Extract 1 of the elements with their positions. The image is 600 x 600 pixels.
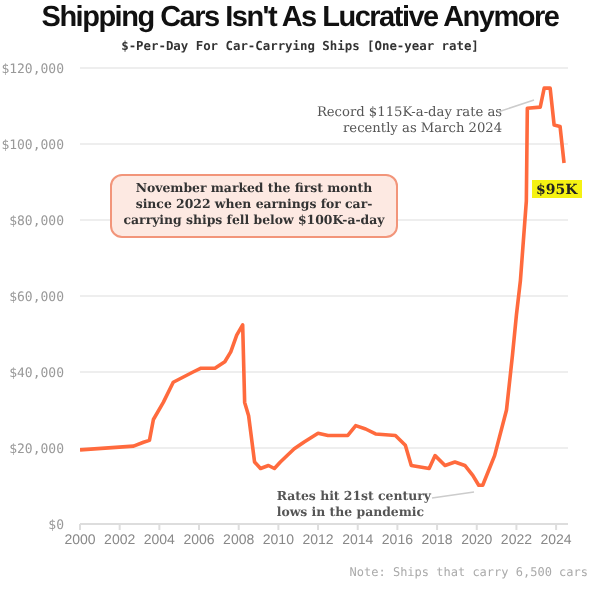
chart-title: Shipping Cars Isn't As Lucrative Anymore (39, 2, 561, 34)
